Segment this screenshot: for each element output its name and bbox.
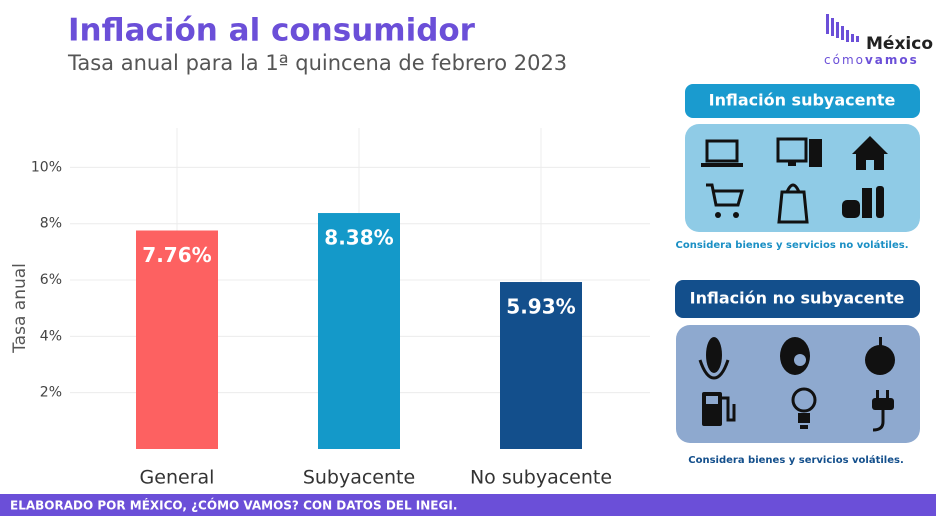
- panel-header: [685, 84, 920, 118]
- icons: [701, 136, 888, 224]
- y-tick-label: 2%: [40, 385, 62, 401]
- panel-caption: Considera bienes y servicios volátiles.: [688, 454, 904, 466]
- panel-caption: Considera bienes y servicios no volátile…: [676, 239, 909, 251]
- x-tick-label: No subyacente: [470, 467, 612, 489]
- chart-subtitle: Tasa anual para la 1ª quincena de febrer…: [67, 51, 567, 75]
- value-label: 8.38%: [324, 226, 393, 250]
- icon-panel: [676, 325, 920, 443]
- y-axis-label: Tasa anual: [10, 263, 30, 354]
- icons: [698, 337, 895, 432]
- y-tick-label: 10%: [31, 159, 62, 175]
- logo-tagline: cómovamos: [824, 53, 919, 67]
- y-tick-label: 6%: [40, 272, 62, 288]
- y-tick-label: 8%: [40, 216, 62, 232]
- chart-title: Inflación al consumidor: [68, 13, 476, 49]
- panel-title: Inflación subyacente: [709, 91, 896, 110]
- logo-tagline-1: cómo: [824, 53, 865, 67]
- bar: [136, 230, 218, 449]
- logo-tagline-2: vamos: [865, 53, 919, 67]
- y-tick-label: 4%: [40, 328, 62, 344]
- bar: [500, 282, 582, 449]
- footer-text: ELABORADO POR MÉXICO, ¿CÓMO VAMOS? CON D…: [10, 498, 457, 513]
- logo-name: México: [866, 34, 933, 54]
- bar: [318, 213, 400, 449]
- panel-title: Inflación no subyacente: [690, 289, 905, 308]
- value-label: 7.76%: [142, 243, 211, 267]
- footer-bar: [0, 494, 936, 516]
- x-tick-label: Subyacente: [303, 467, 415, 489]
- value-label: 5.93%: [506, 295, 575, 319]
- panel-header: [675, 280, 920, 318]
- x-tick-label: General: [140, 467, 215, 489]
- logo: México cómovamos: [824, 14, 933, 67]
